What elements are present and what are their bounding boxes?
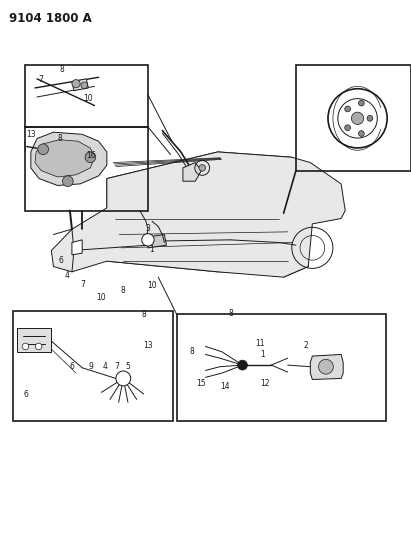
Text: 7: 7 xyxy=(115,362,120,371)
Circle shape xyxy=(367,116,373,121)
Bar xyxy=(25,65,148,127)
Bar xyxy=(13,311,173,421)
Text: 12: 12 xyxy=(260,379,270,388)
Text: 16: 16 xyxy=(86,151,96,160)
Circle shape xyxy=(199,165,206,171)
Text: 1: 1 xyxy=(150,245,155,254)
Circle shape xyxy=(72,79,80,88)
Polygon shape xyxy=(146,235,166,248)
Text: 13: 13 xyxy=(26,131,36,139)
Text: 6: 6 xyxy=(58,256,63,264)
Circle shape xyxy=(319,359,333,374)
Text: 6: 6 xyxy=(23,390,28,399)
Text: 4: 4 xyxy=(102,362,107,371)
Circle shape xyxy=(62,176,73,187)
Circle shape xyxy=(358,131,364,136)
Text: 10: 10 xyxy=(83,94,93,103)
Circle shape xyxy=(358,100,364,106)
Text: 8: 8 xyxy=(121,286,126,295)
Polygon shape xyxy=(183,163,201,181)
Polygon shape xyxy=(35,140,95,177)
Text: 3: 3 xyxy=(145,224,150,232)
Circle shape xyxy=(81,82,88,88)
Circle shape xyxy=(142,233,154,246)
Bar xyxy=(177,314,386,421)
Text: 10: 10 xyxy=(96,293,106,302)
Circle shape xyxy=(85,152,96,163)
Circle shape xyxy=(345,125,351,131)
Circle shape xyxy=(345,106,351,112)
Polygon shape xyxy=(72,79,88,91)
Text: 10: 10 xyxy=(147,281,157,289)
Text: 7: 7 xyxy=(81,280,85,289)
Circle shape xyxy=(22,343,29,350)
Polygon shape xyxy=(72,240,82,255)
Text: 1: 1 xyxy=(261,350,266,359)
Polygon shape xyxy=(17,328,51,352)
Text: 8: 8 xyxy=(57,134,62,143)
Text: 15: 15 xyxy=(196,379,206,388)
Text: 9104 1800 A: 9104 1800 A xyxy=(9,12,92,25)
Circle shape xyxy=(351,112,364,125)
Bar xyxy=(25,127,148,211)
Text: 11: 11 xyxy=(255,340,265,348)
Polygon shape xyxy=(107,152,308,277)
Text: 7: 7 xyxy=(38,76,43,84)
Polygon shape xyxy=(31,132,107,185)
Text: 8: 8 xyxy=(59,65,64,74)
Circle shape xyxy=(238,360,247,370)
Text: 5: 5 xyxy=(125,362,130,371)
Text: 9: 9 xyxy=(89,362,94,371)
Text: 8: 8 xyxy=(229,309,233,318)
Text: 8: 8 xyxy=(190,348,195,356)
Text: 13: 13 xyxy=(143,341,153,350)
Polygon shape xyxy=(51,152,345,277)
Text: 4: 4 xyxy=(65,271,69,279)
Text: 2: 2 xyxy=(304,341,309,350)
Text: 6: 6 xyxy=(69,362,74,371)
Circle shape xyxy=(38,144,48,155)
Circle shape xyxy=(35,343,42,350)
Circle shape xyxy=(116,371,131,386)
Bar xyxy=(296,65,411,171)
Polygon shape xyxy=(310,354,343,379)
Text: 8: 8 xyxy=(141,310,146,319)
Text: 14: 14 xyxy=(220,382,230,391)
